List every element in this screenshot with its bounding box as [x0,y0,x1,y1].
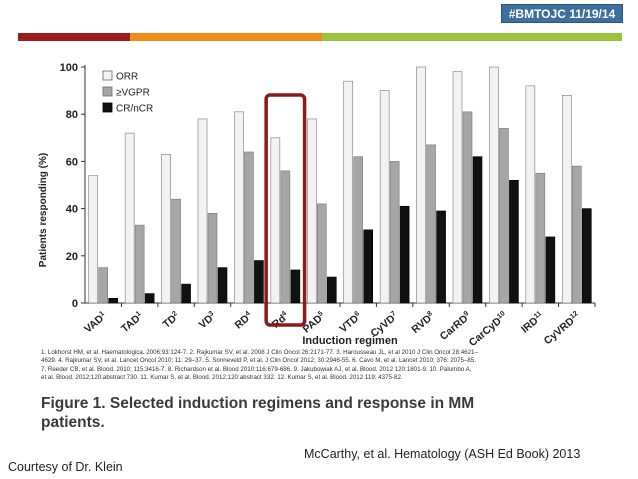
chart-bars [88,66,592,304]
bar-crncr-vad [108,297,119,304]
header-band-red [18,33,130,41]
bar-vgpr-rvd [426,144,436,304]
x-tick-label-sup: 1 [98,310,106,318]
bar-crncr-vtd [363,229,374,304]
bar-orr-tad [124,132,135,304]
x-tick-label-sup: 6 [353,310,361,318]
bar-vgpr-tad [134,224,145,304]
x-tick-label-sup: 12 [569,310,580,320]
bar-orr-carcyd [489,66,499,304]
y-tick-label: 60 [66,156,78,168]
x-tick-label-sup: 10 [496,310,507,320]
x-tick-label-sup: 11 [533,310,543,320]
x-tick-label: CarCyD10 [467,310,510,349]
bar-orr-pad [306,118,317,304]
bar-orr-rd [234,111,244,304]
bar-crncr-cyvd [399,205,410,304]
x-tick-label: TAD1 [119,310,146,335]
bar-orr-rd [270,137,281,304]
x-tick-label: VAD1 [82,310,109,336]
x-tick-label: RD4 [233,310,255,332]
bar-vgpr-carrd [462,111,473,304]
header-band-orange [130,33,322,41]
bar-orr-cyvrd [561,95,572,304]
x-tick-label-sup: 5 [317,310,325,318]
bar-orr-vtd [343,80,354,304]
chart-legend: ORR ≥VGPR CR/nCR [102,70,153,115]
legend-swatch [102,102,113,113]
courtesy-note: Courtesy of Dr. Klein [8,460,123,474]
reference-line: 7. Reeder CB, et al. Blood. 2010; 115:34… [41,365,472,373]
bar-vgpr-cyvrd [571,165,582,304]
legend-swatch [102,86,113,97]
x-axis-label: Induction regimen [302,335,398,347]
y-tick-label: 40 [66,204,78,216]
bar-crncr-td [181,283,191,304]
bar-orr-ird [525,85,536,304]
legend-label: ≥VGPR [116,88,150,99]
y-axis-label: Patients responding (%) [38,153,49,267]
bar-crncr-cyvrd [581,208,592,304]
x-tick-label-sup: 3 [208,310,216,318]
x-tick-label-sup: 7 [390,310,398,318]
reference-line: 4629. 4. Rajkumar SV, et al. Lancet Onco… [41,357,477,365]
bar-crncr-tad [144,293,155,304]
bar-orr-vad [88,175,99,304]
bar-orr-rvd [416,66,426,304]
x-tick-label: RVD8 [409,310,437,336]
x-tick-label-sup: 9 [463,310,471,318]
bar-crncr-ird [545,236,556,304]
x-tick-label: VTD6 [337,310,364,335]
y-tick-label: 100 [60,62,78,74]
references: 1. Lokhorst HM, et al. Haematologica. 20… [41,349,621,383]
bar-crncr-carcyd [509,179,519,304]
bar-crncr-rd [254,260,264,304]
bar-vgpr-cyvd [389,161,400,304]
x-tick-label-sup: 4 [244,310,252,318]
legend-label: ORR [116,72,138,83]
bar-orr-carrd [452,71,463,304]
bar-vgpr-td [171,198,181,304]
bar-crncr-rd [290,269,301,304]
rd-highlight-box [264,93,307,327]
x-tick-label: VD3 [197,310,219,331]
legend-label: CR/nCR [116,104,153,115]
bar-crncr-carrd [472,156,483,304]
response-bar-chart: Patients responding (%) Induction regime… [38,62,596,349]
y-tick-label: 20 [66,251,78,263]
x-tick-label: TD2 [161,310,183,331]
x-tick-label-sup: 2 [171,310,179,318]
bar-vgpr-rd [280,170,291,304]
x-tick-label-sup: 4 [281,310,289,318]
figure-caption: Figure 1. Selected induction regimens an… [41,395,475,431]
hashtag-badge: #BMTOJC 11/19/14 [501,4,623,23]
x-tick-label: IRD11 [519,310,546,336]
y-tick-label: 0 [72,298,78,310]
bar-vgpr-vd [207,213,218,304]
header-band-green [322,33,622,41]
bar-vgpr-ird [535,172,546,304]
bar-orr-cyvd [379,90,390,304]
bar-orr-vd [197,118,208,304]
bar-orr-td [161,154,171,304]
source-citation: McCarthy, et al. Hematology (ASH Ed Book… [304,447,581,461]
bar-vgpr-vtd [353,156,364,304]
bar-vgpr-vad [98,267,109,304]
bar-crncr-vd [217,267,228,304]
y-tick-label: 80 [66,109,78,121]
x-tick-label: Rd4 [270,310,292,331]
x-tick-label-sup: 1 [135,310,143,318]
bar-vgpr-pad [316,203,327,304]
x-tick-label-name: CarCyD [467,315,505,349]
x-tick-label: CyVRD12 [542,310,583,347]
x-tick-label-sup: 8 [426,310,434,318]
bar-vgpr-rd [244,151,254,304]
reference-line: 1. Lokhorst HM, et al. Haematologica. 20… [41,349,478,356]
bar-vgpr-carcyd [499,128,509,304]
bar-crncr-rvd [436,210,446,304]
legend-swatch [102,70,113,81]
reference-line: et al. Blood. 2012;120:abstract 730. 11.… [41,374,403,382]
bar-crncr-pad [326,276,337,304]
